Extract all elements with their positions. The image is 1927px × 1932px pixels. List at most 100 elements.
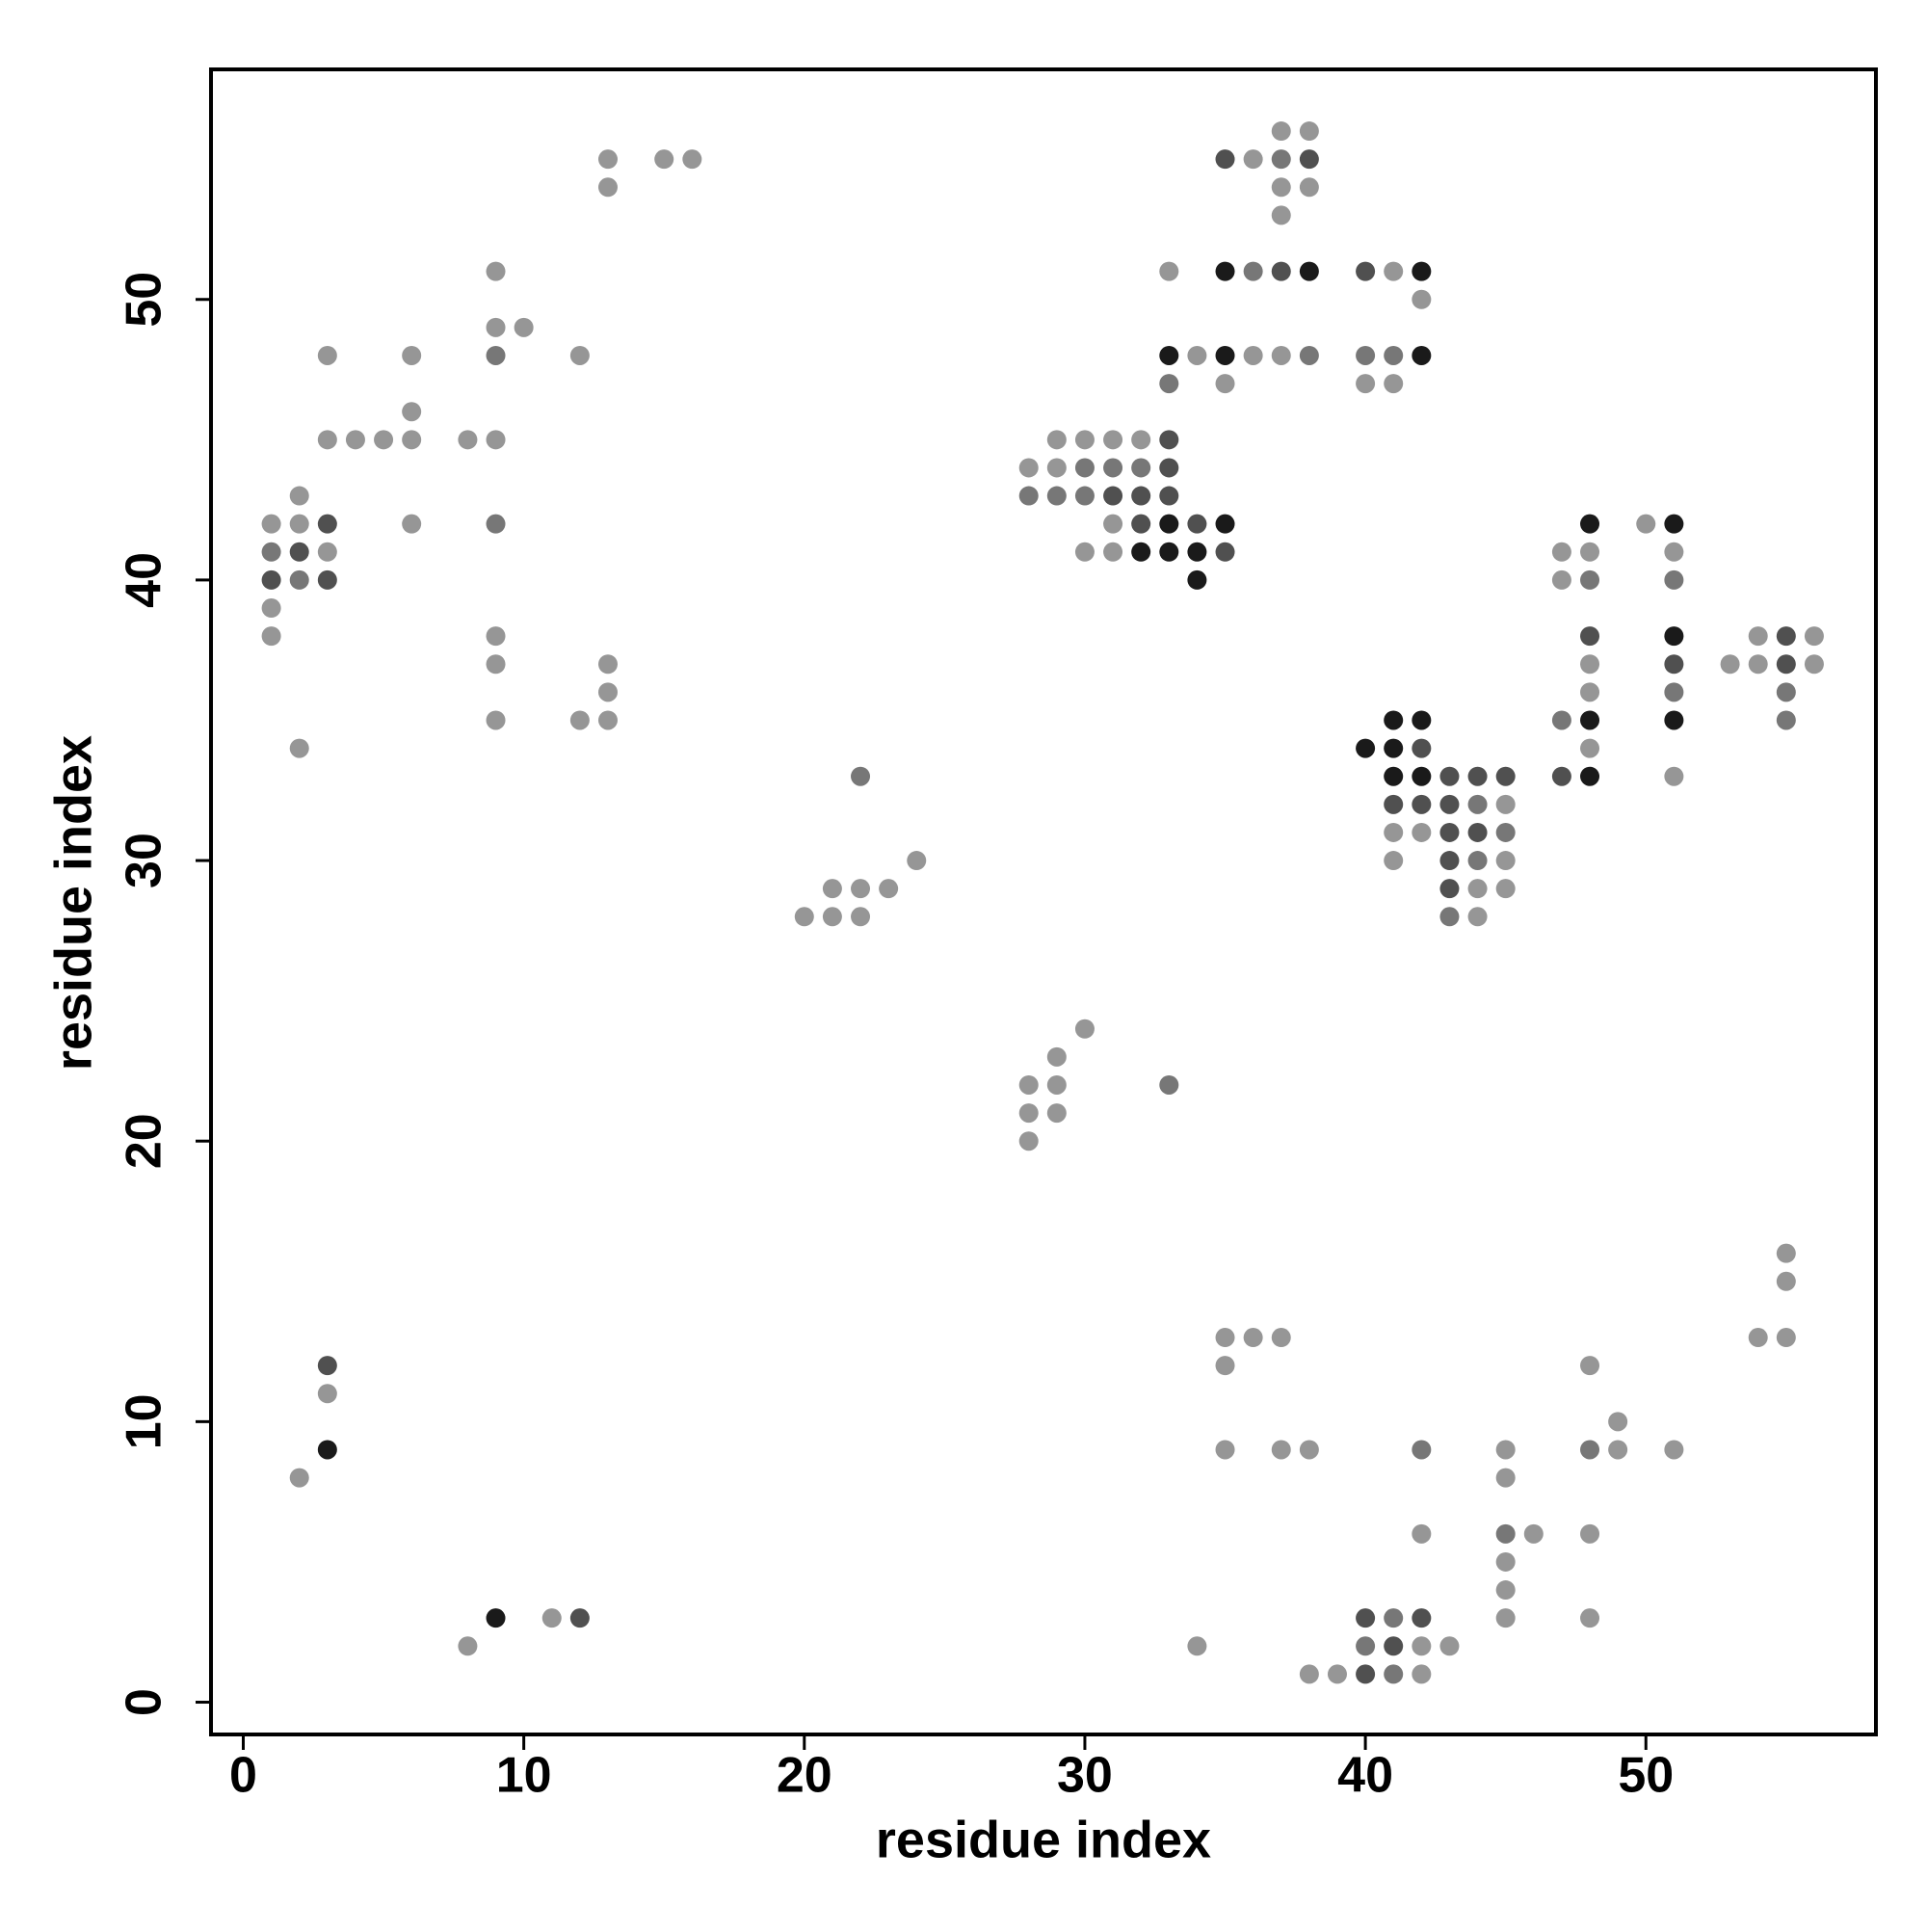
point [1664,710,1684,730]
point [1018,1103,1039,1124]
point [1467,822,1488,842]
point [1776,654,1796,675]
point [1467,879,1488,899]
point [1018,458,1039,478]
point [1580,1608,1600,1628]
point [289,569,309,590]
point [289,738,309,758]
point [1495,1440,1516,1460]
point [1467,766,1488,786]
point [1271,1440,1291,1460]
point [1046,1103,1067,1124]
point [1580,738,1600,758]
point [1664,626,1684,647]
point [1495,794,1516,814]
point [1327,1664,1347,1684]
point [261,598,281,619]
point [1467,907,1488,927]
point [1131,486,1151,506]
y-tick-label: 20 [117,1113,172,1169]
point [1299,177,1319,198]
point [1187,345,1207,365]
point [1608,1440,1628,1460]
point [1187,514,1207,534]
point [1384,261,1404,281]
point [486,430,506,450]
point [1384,851,1404,871]
point [1187,542,1207,562]
point [822,907,842,927]
point [1412,1664,1432,1684]
point [1580,542,1600,562]
point [682,149,702,170]
point [1467,851,1488,871]
point [486,654,506,675]
point [1664,514,1684,534]
point [1159,486,1179,506]
point [1384,1636,1404,1656]
point [1159,458,1179,478]
point [1046,430,1067,450]
point [1356,1636,1376,1656]
point [1271,149,1291,170]
point [1271,205,1291,225]
point [1664,766,1684,786]
x-tick-label: 20 [777,1748,832,1804]
point [1439,907,1460,927]
point [1412,766,1432,786]
point [1495,766,1516,786]
point [597,710,618,730]
point [1299,261,1319,281]
point [1103,430,1123,450]
point [1664,682,1684,702]
point [1495,822,1516,842]
point [486,1608,506,1628]
y-tick-label: 0 [117,1688,172,1716]
point [317,569,337,590]
y-axis-title: residue index [44,735,102,1071]
point [345,430,365,450]
point [1356,374,1376,394]
point [1804,654,1824,675]
point [597,149,618,170]
point [289,542,309,562]
point [1215,149,1235,170]
point [458,1636,478,1656]
point [1046,1046,1067,1067]
point [1495,851,1516,871]
point [1776,1243,1796,1263]
point [597,682,618,702]
point [1580,1523,1600,1544]
point [1551,569,1571,590]
point [1776,626,1796,647]
point [1495,879,1516,899]
point [1580,654,1600,675]
point [1439,851,1460,871]
point [1299,121,1319,142]
point [1159,374,1179,394]
point [1580,766,1600,786]
point [1551,542,1571,562]
point [1074,486,1095,506]
point [1356,1664,1376,1684]
point [1776,1328,1796,1348]
point [1018,1074,1039,1095]
point [1412,738,1432,758]
point [1495,1468,1516,1488]
point [569,1608,590,1628]
point [1046,458,1067,478]
point [1412,1608,1432,1628]
point [1018,486,1039,506]
point [1103,486,1123,506]
point [1776,1271,1796,1291]
point [1384,766,1404,786]
point [1384,345,1404,365]
point [794,907,814,927]
point [851,879,871,899]
point [1271,121,1291,142]
point [1215,514,1235,534]
point [1299,149,1319,170]
point [569,710,590,730]
point [1580,569,1600,590]
